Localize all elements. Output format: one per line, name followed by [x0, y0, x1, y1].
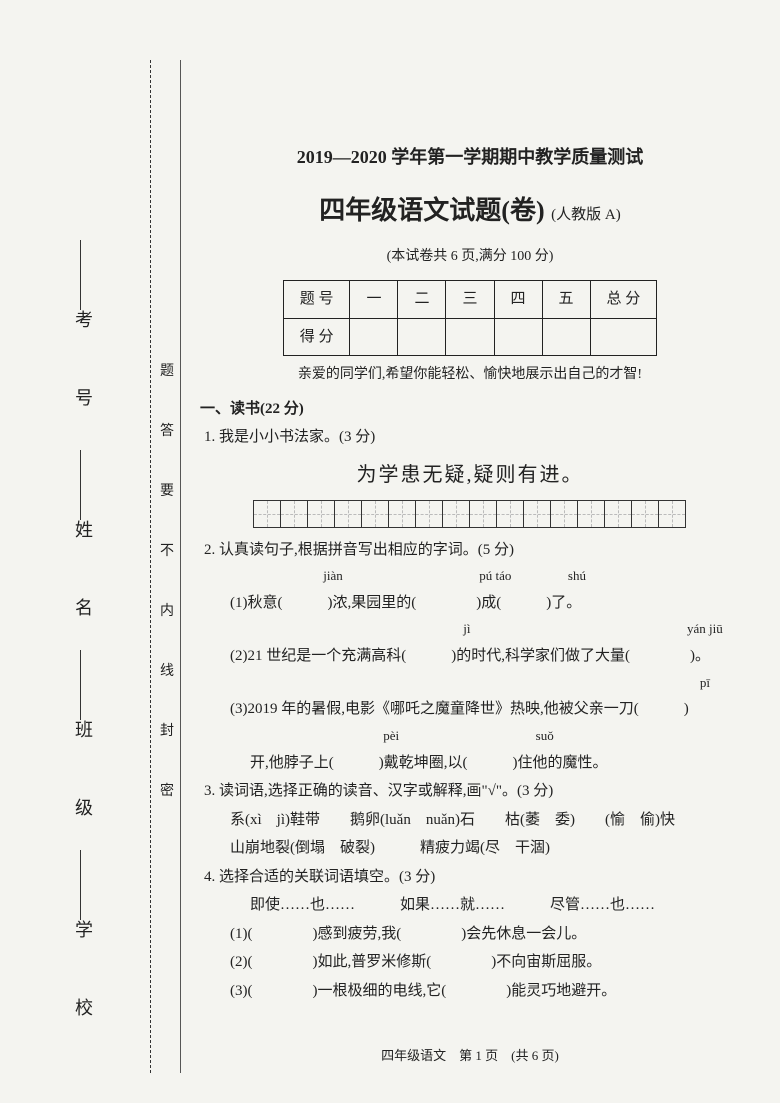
writing-cell[interactable]: [253, 500, 281, 528]
writing-cell[interactable]: [604, 500, 632, 528]
py-jian: jiàn: [323, 564, 343, 589]
writing-cell[interactable]: [415, 500, 443, 528]
score-v-2[interactable]: [398, 318, 446, 356]
side-label-school: 学 校: [70, 920, 96, 1036]
seal-char-3: 内: [160, 600, 174, 620]
q1-label: 1. 我是小小书法家。(3 分): [204, 423, 740, 452]
side-line-3: [80, 450, 81, 520]
score-h-1: 一: [350, 281, 398, 319]
seal-char-1: 封: [160, 720, 174, 740]
q4-line3: (3)( )一根极细的电线,它( )能灵巧地避开。: [230, 977, 740, 1006]
q4-options: 即使……也…… 如果……就…… 尽管……也……: [250, 891, 740, 920]
py-putao: pú táo: [479, 564, 511, 589]
q2-line1: (1)秋意( )浓,果园里的( )成( )了。: [230, 589, 740, 618]
writing-cell[interactable]: [361, 500, 389, 528]
page-footer: 四年级语文 第 1 页 (共 6 页): [200, 1044, 740, 1069]
writing-cell[interactable]: [631, 500, 659, 528]
writing-cell[interactable]: [334, 500, 362, 528]
score-h-2: 二: [398, 281, 446, 319]
score-v-5[interactable]: [542, 318, 590, 356]
side-line-2: [80, 650, 81, 720]
exam-header-line3: (本试卷共 6 页,满分 100 分): [200, 244, 740, 271]
q2-label: 2. 认真读句子,根据拼音写出相应的字词。(5 分): [204, 536, 740, 565]
exam-title: 四年级语文试题(卷) (人教版 A): [200, 186, 740, 235]
q2-l3-pinyin-top: pī: [230, 671, 710, 696]
q4-line2: (2)( )如此,普罗米修斯( )不向宙斯屈服。: [230, 948, 740, 977]
writing-cell[interactable]: [496, 500, 524, 528]
exam-title-main: 四年级语文试题(卷): [319, 196, 544, 225]
score-h-5: 五: [542, 281, 590, 319]
writing-cell[interactable]: [469, 500, 497, 528]
score-table: 题 号 一 二 三 四 五 总 分 得 分: [283, 280, 658, 356]
q4-label: 4. 选择合适的关联词语填空。(3 分): [204, 863, 740, 892]
q2-line3b: 开,他脖子上( )戴乾坤圈,以( )住他的魔性。: [250, 749, 740, 778]
score-v-total[interactable]: [590, 318, 657, 356]
seal-char-2: 线: [160, 660, 174, 680]
writing-cell[interactable]: [442, 500, 470, 528]
side-line-4: [80, 240, 81, 310]
q2-line2: (2)21 世纪是一个充满高科( )的时代,科学家们做了大量( )。: [230, 642, 740, 671]
q3-line1: 系(xì jì)鞋带 鹅卵(luǎn nuǎn)石 枯(萎 委) (愉 偷)快: [230, 806, 740, 835]
seal-char-6: 答: [160, 420, 174, 440]
side-label-number: 考 号: [70, 310, 96, 426]
writing-cell[interactable]: [280, 500, 308, 528]
writing-cell[interactable]: [307, 500, 335, 528]
greeting-text: 亲爱的同学们,希望你能轻松、愉快地展示出自己的才智!: [200, 362, 740, 389]
side-label-name: 姓 名: [70, 520, 96, 636]
score-v-1[interactable]: [350, 318, 398, 356]
score-v-4[interactable]: [494, 318, 542, 356]
py-ji: jì: [463, 617, 470, 642]
q2-l2-pinyin: jì yán jiū: [230, 617, 740, 642]
score-h-3: 三: [446, 281, 494, 319]
writing-cell[interactable]: [550, 500, 578, 528]
q2-l1-pinyin: jiàn pú táo shú: [230, 564, 740, 589]
binding-solid-line: [180, 60, 181, 1073]
seal-line-chars: 密 封 线 内 不 要 答 题: [158, 60, 178, 1073]
side-label-column: 学 校 班 级 姓 名 考 号: [60, 60, 140, 1073]
seal-char-7: 题: [160, 360, 174, 380]
writing-cell[interactable]: [577, 500, 605, 528]
exam-header-line1: 2019—2020 学年第一学期期中教学质量测试: [200, 140, 740, 174]
q3-line2: 山崩地裂(倒塌 破裂) 精疲力竭(尽 干涸): [230, 834, 740, 863]
q1-writing-grid: [200, 500, 740, 528]
score-h-0: 题 号: [283, 281, 350, 319]
py-yanjiu: yán jiū: [687, 617, 723, 642]
score-h-6: 总 分: [590, 281, 657, 319]
q3-label: 3. 读词语,选择正确的读音、汉字或解释,画"√"。(3 分): [204, 777, 740, 806]
side-label-class: 班 级: [70, 720, 96, 836]
writing-cell[interactable]: [658, 500, 686, 528]
writing-cell[interactable]: [388, 500, 416, 528]
section-1-head: 一、读书(22 分): [200, 395, 740, 424]
seal-char-0: 密: [160, 780, 174, 800]
py-pi: pī: [700, 671, 710, 696]
seal-char-5: 要: [160, 480, 174, 500]
writing-cell[interactable]: [523, 500, 551, 528]
q2-line3a: (3)2019 年的暑假,电影《哪吒之魔童降世》热映,他被父亲一刀( ): [230, 695, 740, 724]
py-suo: suǒ: [536, 724, 554, 749]
exam-title-sub: (人教版 A): [551, 207, 621, 223]
score-v-label: 得 分: [283, 318, 350, 356]
score-row-header: 题 号 一 二 三 四 五 总 分: [283, 281, 657, 319]
q2-l3-pinyin-mid: pèi suǒ: [230, 724, 740, 749]
score-row-values: 得 分: [283, 318, 657, 356]
binding-dashed-line: [150, 60, 151, 1073]
side-line-1: [80, 850, 81, 920]
py-pei: pèi: [383, 724, 399, 749]
score-h-4: 四: [494, 281, 542, 319]
score-v-3[interactable]: [446, 318, 494, 356]
main-content: 2019—2020 学年第一学期期中教学质量测试 四年级语文试题(卷) (人教版…: [200, 100, 740, 1073]
py-shu: shú: [568, 564, 586, 589]
q4-line1: (1)( )感到疲劳,我( )会先休息一会儿。: [230, 920, 740, 949]
seal-char-4: 不: [160, 540, 174, 560]
q1-calligraphy-text: 为学患无疑,疑则有进。: [200, 456, 740, 494]
